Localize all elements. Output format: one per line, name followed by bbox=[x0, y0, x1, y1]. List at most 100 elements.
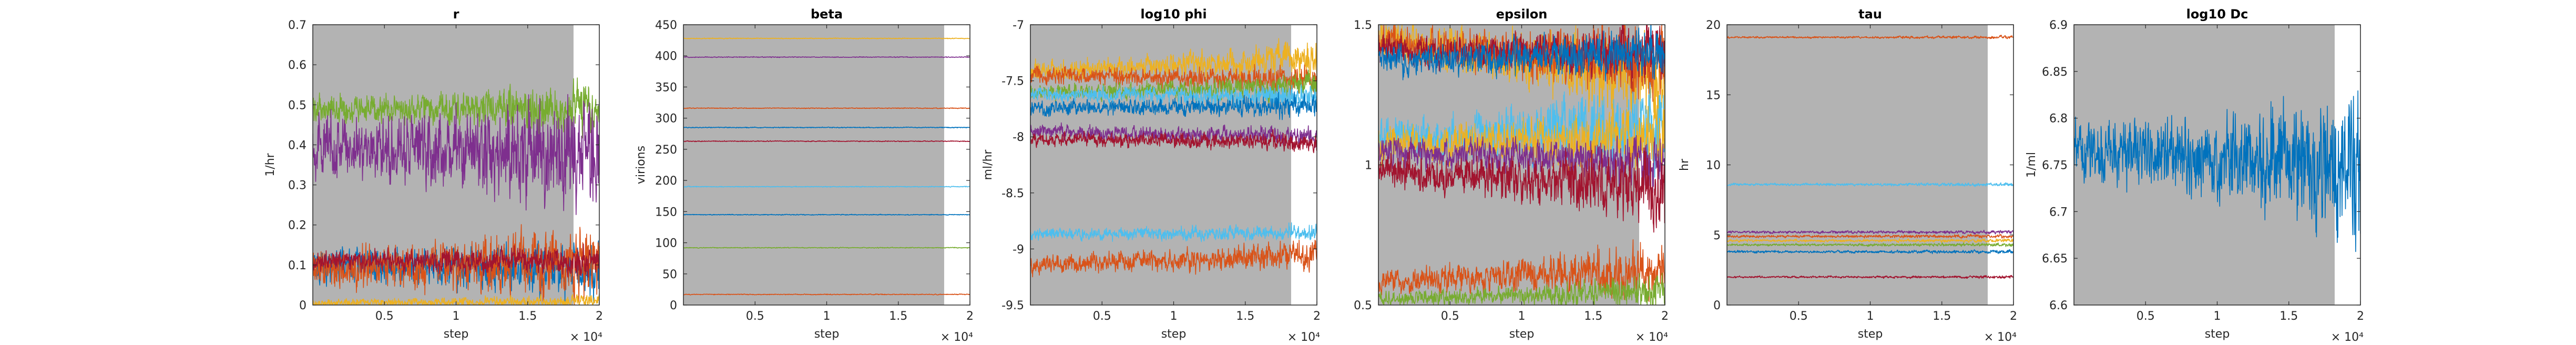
y-tick-label: 450 bbox=[655, 19, 677, 32]
x-tick-label: 0.5 bbox=[746, 310, 764, 323]
x-multiplier-label: × 10⁴ bbox=[1635, 331, 1668, 344]
series-line bbox=[683, 247, 970, 249]
y-tick-label: 0.5 bbox=[288, 99, 306, 112]
panel-beta: 0.5 1 1.5 2 0 50 100 150 200 250 300 350 400 450 beta s… bbox=[635, 7, 974, 344]
y-tick-label: 20 bbox=[1706, 19, 1721, 32]
y-tick-label: 6.85 bbox=[2042, 66, 2068, 79]
y-tick-label: 350 bbox=[655, 81, 677, 94]
x-multiplier-label: × 10⁴ bbox=[2331, 331, 2364, 344]
chart-title: beta bbox=[811, 7, 843, 22]
x-axis-label: step bbox=[2205, 328, 2230, 341]
x-tick-label: 2 bbox=[966, 310, 974, 323]
y-tick-label: 6.7 bbox=[2049, 206, 2068, 219]
x-multiplier-label: × 10⁴ bbox=[941, 331, 973, 344]
x-tick-label: 1.5 bbox=[889, 310, 907, 323]
series-line bbox=[1030, 222, 1317, 242]
x-tick-label: 1 bbox=[1867, 310, 1874, 323]
y-axis-label: 1/hr bbox=[264, 153, 277, 176]
x-tick-label: 0.5 bbox=[375, 310, 394, 323]
x-tick-label: 1 bbox=[2214, 310, 2221, 323]
y-tick-label: 100 bbox=[655, 237, 677, 250]
x-tick-label: 2 bbox=[1661, 310, 1669, 323]
panel-log10-dc: 0.5 1 1.5 2 6.6 6.65 6.7 6.75 6.8 6.85 6.9 log10 Dc… bbox=[2025, 7, 2364, 344]
series-line bbox=[683, 56, 970, 58]
y-tick-label: 6.75 bbox=[2042, 159, 2068, 172]
y-tick-label: 0.6 bbox=[288, 59, 306, 72]
series-line bbox=[1030, 91, 1317, 120]
y-tick-label: 200 bbox=[655, 175, 677, 188]
y-tick-label: -8 bbox=[1013, 131, 1024, 144]
panel-r: 0.5 1 1.5 2 0 0.1 0.2 0.3 0.4 0.5 0.6 0.7 r step × 10⁴… bbox=[264, 7, 603, 344]
series-line bbox=[1030, 64, 1317, 95]
shaded-region bbox=[1727, 25, 1988, 305]
x-tick-label: 1 bbox=[823, 310, 831, 323]
y-tick-label: 1 bbox=[1365, 159, 1372, 172]
series-line bbox=[1727, 249, 2013, 255]
x-tick-label: 2 bbox=[2357, 310, 2364, 323]
y-tick-label: 0.5 bbox=[1354, 299, 1372, 312]
series-line bbox=[683, 126, 970, 129]
series-line bbox=[683, 293, 970, 296]
panel-log10-phi: 0.5 1 1.5 2 -9.5 -9 -8.5 -8 -7.5 -7 log10 phi step ×… bbox=[982, 7, 1321, 344]
x-tick-label: 0.5 bbox=[2137, 310, 2155, 323]
x-axis-label: step bbox=[1858, 328, 1883, 341]
x-tick-label: 1.5 bbox=[2279, 310, 2298, 323]
series-line bbox=[683, 37, 970, 39]
x-tick-label: 0.5 bbox=[1790, 310, 1808, 323]
y-tick-label: 50 bbox=[662, 268, 677, 281]
series-line bbox=[1030, 84, 1317, 109]
series-line bbox=[1030, 239, 1317, 278]
series-line bbox=[683, 185, 970, 188]
y-tick-label: 0.3 bbox=[288, 179, 306, 192]
chart-title: log10 phi bbox=[1140, 7, 1207, 22]
y-tick-label: 0.1 bbox=[288, 259, 306, 272]
x-axis-label: step bbox=[1161, 328, 1187, 341]
y-axis-label: virions bbox=[635, 146, 648, 184]
y-tick-label: 6.65 bbox=[2042, 252, 2068, 266]
x-tick-label: 1 bbox=[1518, 310, 1526, 323]
y-tick-label: 0 bbox=[299, 299, 306, 312]
y-axis-label: ml/hr bbox=[982, 149, 995, 180]
x-tick-label: 1 bbox=[453, 310, 460, 323]
y-tick-label: 150 bbox=[655, 206, 677, 219]
x-tick-label: 1.5 bbox=[1933, 310, 1951, 323]
x-tick-label: 0.5 bbox=[1093, 310, 1111, 323]
x-tick-label: 2 bbox=[596, 310, 603, 323]
y-tick-label: 1.5 bbox=[1354, 19, 1372, 32]
series-line bbox=[1727, 242, 2013, 247]
chart-title: log10 Dc bbox=[2186, 7, 2248, 22]
y-axis-label: 1/ml bbox=[2025, 152, 2038, 178]
chart-title: tau bbox=[1858, 7, 1882, 22]
series-line bbox=[313, 243, 599, 278]
y-tick-label: 6.9 bbox=[2049, 19, 2068, 32]
y-tick-label: -8.5 bbox=[1001, 187, 1024, 200]
series-line bbox=[683, 107, 970, 109]
chart-title: epsilon bbox=[1496, 7, 1548, 22]
y-tick-label: -7.5 bbox=[1001, 75, 1024, 88]
y-tick-label: 400 bbox=[655, 50, 677, 63]
x-tick-label: 2 bbox=[1313, 310, 1321, 323]
y-tick-label: 0.7 bbox=[288, 19, 306, 32]
y-tick-label: 300 bbox=[655, 113, 677, 126]
y-tick-label: 0.2 bbox=[288, 219, 306, 232]
y-tick-label: -9.5 bbox=[1001, 299, 1024, 312]
shaded-region bbox=[683, 25, 944, 305]
series-line bbox=[1378, 25, 1665, 82]
chart-title: r bbox=[453, 7, 459, 22]
y-tick-label: 0.4 bbox=[288, 139, 306, 152]
y-axis-label: hr bbox=[1678, 158, 1691, 171]
y-tick-label: -7 bbox=[1013, 19, 1024, 32]
series-line bbox=[683, 214, 970, 216]
x-tick-label: 0.5 bbox=[1441, 310, 1459, 323]
series-line bbox=[2074, 90, 2360, 252]
y-tick-label: -9 bbox=[1013, 243, 1024, 256]
series-line bbox=[313, 94, 599, 215]
y-tick-label: 250 bbox=[655, 144, 677, 157]
series-line bbox=[1727, 238, 2013, 243]
panel-epsilon: 0.5 1 1.5 2 0.5 1 1.5 epsilon step × 10⁴ bbox=[1354, 7, 1669, 344]
x-multiplier-label: × 10⁴ bbox=[1984, 331, 2017, 344]
x-axis-label: step bbox=[1509, 328, 1535, 341]
series-line bbox=[1378, 146, 1665, 233]
y-tick-label: 6.6 bbox=[2049, 299, 2068, 312]
